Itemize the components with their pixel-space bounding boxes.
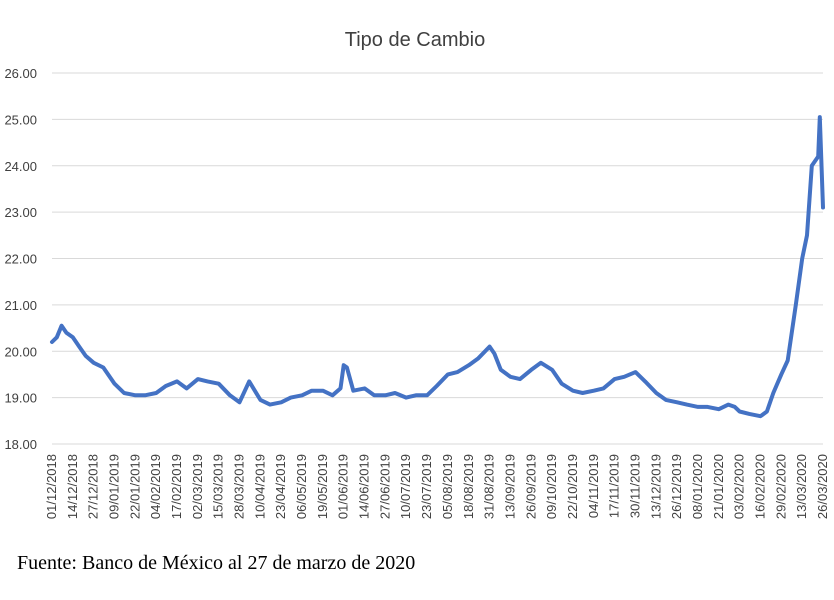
y-tick-label: 21.00 xyxy=(4,298,37,313)
x-tick-label: 18/08/2019 xyxy=(461,454,476,519)
x-tick-label: 04/02/2019 xyxy=(148,454,163,519)
x-tick-label: 02/03/2019 xyxy=(190,454,205,519)
x-tick-label: 23/04/2019 xyxy=(273,454,288,519)
x-tick-label: 04/11/2019 xyxy=(586,454,601,518)
x-tick-label: 29/02/2020 xyxy=(773,454,788,519)
x-tick-label: 27/06/2019 xyxy=(377,454,392,519)
x-tick-label: 01/12/2018 xyxy=(44,454,59,519)
y-axis-tick-labels: 18.00 19.00 20.00 21.00 22.00 23.00 24.00 25.00… xyxy=(4,66,37,452)
x-tick-label: 01/06/2019 xyxy=(336,454,351,519)
x-tick-label: 13/09/2019 xyxy=(502,454,517,519)
series-line-tipo-de-cambio xyxy=(50,115,825,419)
y-tick-label: 24.00 xyxy=(4,159,37,174)
x-tick-label: 28/03/2019 xyxy=(232,454,247,519)
x-tick-label: 15/03/2019 xyxy=(211,454,226,519)
x-tick-label: 21/01/2020 xyxy=(711,454,726,519)
y-tick-label: 25.00 xyxy=(4,112,37,127)
y-tick-label: 18.00 xyxy=(4,437,37,452)
x-tick-label: 09/01/2019 xyxy=(107,454,122,519)
x-tick-label: 22/10/2019 xyxy=(565,454,580,519)
x-tick-label: 05/08/2019 xyxy=(440,454,455,519)
x-tick-label: 14/06/2019 xyxy=(357,454,372,519)
y-tick-label: 19.00 xyxy=(4,391,37,406)
source-note: Fuente: Banco de México al 27 de marzo d… xyxy=(17,552,416,574)
x-tick-label: 10/04/2019 xyxy=(252,454,267,519)
x-tick-label: 06/05/2019 xyxy=(294,454,309,519)
x-tick-label: 09/10/2019 xyxy=(544,454,559,519)
x-tick-label: 26/12/2019 xyxy=(669,454,684,519)
x-tick-label: 08/01/2020 xyxy=(690,454,705,519)
x-tick-label: 03/02/2020 xyxy=(732,454,747,519)
chart-title: Tipo de Cambio xyxy=(345,29,485,51)
x-tick-label: 19/05/2019 xyxy=(315,454,330,519)
x-tick-label: 13/12/2019 xyxy=(648,454,663,519)
x-tick-label: 23/07/2019 xyxy=(419,454,434,519)
y-tick-label: 26.00 xyxy=(4,66,37,81)
x-tick-label: 30/11/2019 xyxy=(627,454,642,518)
x-tick-label: 27/12/2018 xyxy=(86,454,101,519)
gridlines xyxy=(52,72,823,445)
exchange-rate-chart: Tipo de Cambio 18.00 19.00 20.00 21.00 22.00… xyxy=(4,29,830,519)
x-tick-label: 26/03/2020 xyxy=(815,454,830,519)
x-tick-label: 31/08/2019 xyxy=(482,454,497,519)
y-tick-label: 23.00 xyxy=(4,205,37,220)
x-tick-label: 16/02/2020 xyxy=(752,454,767,519)
x-tick-label: 14/12/2018 xyxy=(65,454,80,519)
x-tick-label: 22/01/2019 xyxy=(127,454,142,519)
y-tick-label: 22.00 xyxy=(4,252,37,267)
x-tick-label: 10/07/2019 xyxy=(398,454,413,519)
x-tick-label: 13/03/2020 xyxy=(794,454,809,519)
y-tick-label: 20.00 xyxy=(4,344,37,359)
x-axis-tick-labels: 01/12/2018 14/12/2018 27/12/2018 09/01/2019… xyxy=(44,454,830,519)
x-tick-label: 26/09/2019 xyxy=(523,454,538,519)
x-tick-label: 17/02/2019 xyxy=(169,454,184,519)
x-tick-label: 17/11/2019 xyxy=(607,454,622,518)
